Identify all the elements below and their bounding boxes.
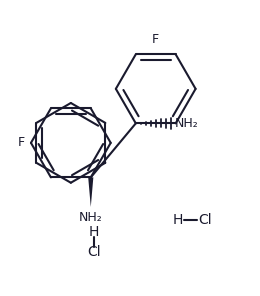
- Text: Cl: Cl: [198, 213, 211, 227]
- Text: H: H: [89, 225, 99, 239]
- Text: F: F: [152, 33, 159, 46]
- Polygon shape: [88, 177, 93, 207]
- Text: NH₂: NH₂: [79, 211, 103, 224]
- Text: H: H: [172, 213, 183, 227]
- Text: Cl: Cl: [87, 245, 101, 259]
- Text: NH₂: NH₂: [174, 117, 198, 130]
- Text: F: F: [17, 136, 24, 149]
